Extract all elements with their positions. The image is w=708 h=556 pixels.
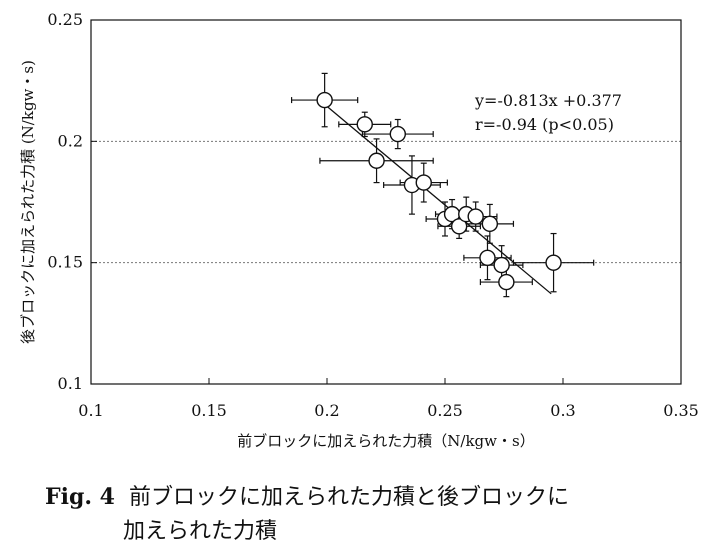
- data-point: [545, 254, 562, 271]
- data-point: [316, 91, 333, 109]
- x-axis-title: 前ブロックに加えられた力積（N/kgw・s）: [237, 432, 534, 450]
- y-axis-ticks: 0.1 0.15 0.2 0.25: [47, 10, 97, 393]
- regression-equation: y=-0.813x +0.377: [474, 91, 622, 110]
- data-point: [479, 249, 496, 267]
- scatter-chart: 0.1 0.15 0.2 0.25 0.3 0.35 0.1 0.15 0.2 0.25 y=-…: [19, 10, 699, 450]
- data-points: [316, 91, 562, 291]
- data-point: [481, 215, 499, 233]
- x-axis-ticks: 0.1 0.15 0.2 0.25 0.3 0.35: [78, 378, 699, 420]
- data-point: [498, 273, 515, 291]
- caption-line-2: 加えられた力積: [123, 519, 278, 544]
- y-tick-label: 0.1: [58, 374, 83, 393]
- data-point: [493, 256, 510, 274]
- regression-line-group: [326, 105, 552, 295]
- x-tick-label: 0.2: [314, 401, 339, 420]
- y-tick-label: 0.25: [47, 10, 83, 29]
- x-tick-label: 0.1: [78, 401, 103, 420]
- figure-caption: Fig. 4 前ブロックに加えられた力積と後ブロックに 加えられた力積: [45, 480, 695, 549]
- data-point: [368, 152, 385, 169]
- data-point: [450, 218, 468, 235]
- gridlines: [91, 140, 681, 264]
- data-point: [415, 174, 432, 191]
- y-axis-title: 後ブロックに加えられた力積 (N/kgw・s): [19, 60, 37, 344]
- x-tick-label: 0.35: [663, 401, 699, 420]
- x-tick-label: 0.3: [550, 401, 575, 420]
- plot-frame: [90, 19, 682, 385]
- x-tick-label: 0.25: [427, 401, 463, 420]
- data-point: [356, 116, 373, 133]
- x-tick-label: 0.15: [191, 401, 227, 420]
- data-point: [389, 125, 406, 143]
- data-point: [467, 208, 484, 225]
- regression-line: [326, 105, 552, 295]
- figure-label: Fig. 4: [45, 484, 115, 510]
- correlation-text: r=-0.94 (p<0.05): [475, 115, 614, 134]
- y-tick-label: 0.2: [58, 131, 83, 150]
- caption-line-1: 前ブロックに加えられた力積と後ブロックに: [129, 485, 570, 510]
- y-tick-label: 0.15: [47, 253, 83, 272]
